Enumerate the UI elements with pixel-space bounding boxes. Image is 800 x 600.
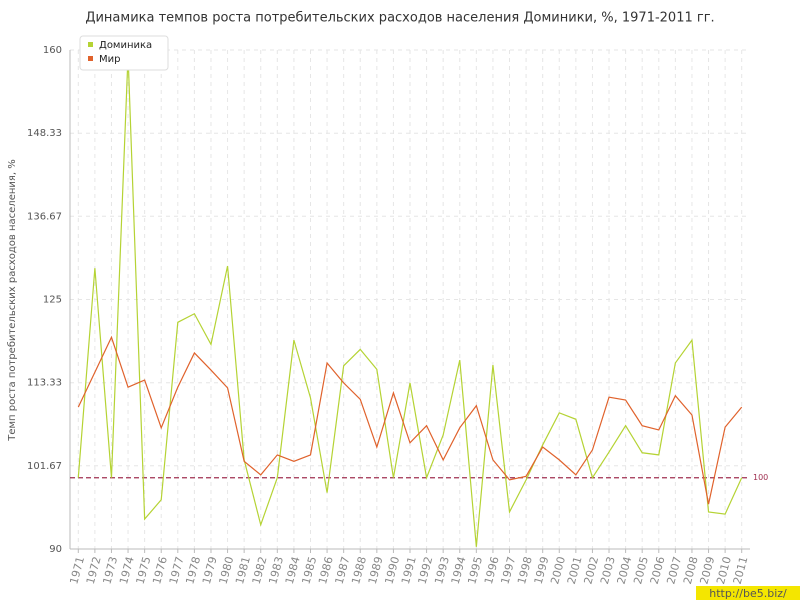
- watermark: http://be5.biz/: [709, 587, 787, 600]
- legend-box: [79, 35, 169, 71]
- series-line: [77, 54, 743, 547]
- y-axis-label: Темп роста потребительских расходов насе…: [7, 159, 18, 442]
- y-tick-label: 101.67: [27, 461, 62, 472]
- x-tick-label: 2011: [731, 555, 751, 585]
- legend-swatch: [88, 56, 93, 61]
- legend: Доминика Мир: [79, 35, 169, 71]
- series-line: [77, 335, 743, 505]
- y-tick-label: 113.33: [27, 378, 62, 389]
- y-tick-label: 148.33: [27, 128, 62, 139]
- legend-label: Мир: [99, 54, 120, 65]
- legend-swatch: [88, 42, 93, 47]
- legend-label: Доминика: [99, 40, 152, 51]
- y-tick-label: 125: [43, 295, 62, 306]
- chart-title: Динамика темпов роста потребительских ра…: [85, 11, 714, 26]
- y-tick-label: 90: [49, 544, 62, 555]
- y-tick-label: 160: [43, 45, 62, 56]
- y-tick-label: 136.67: [27, 211, 62, 222]
- reference-label: 100: [753, 473, 768, 482]
- watermark-box: [696, 586, 800, 600]
